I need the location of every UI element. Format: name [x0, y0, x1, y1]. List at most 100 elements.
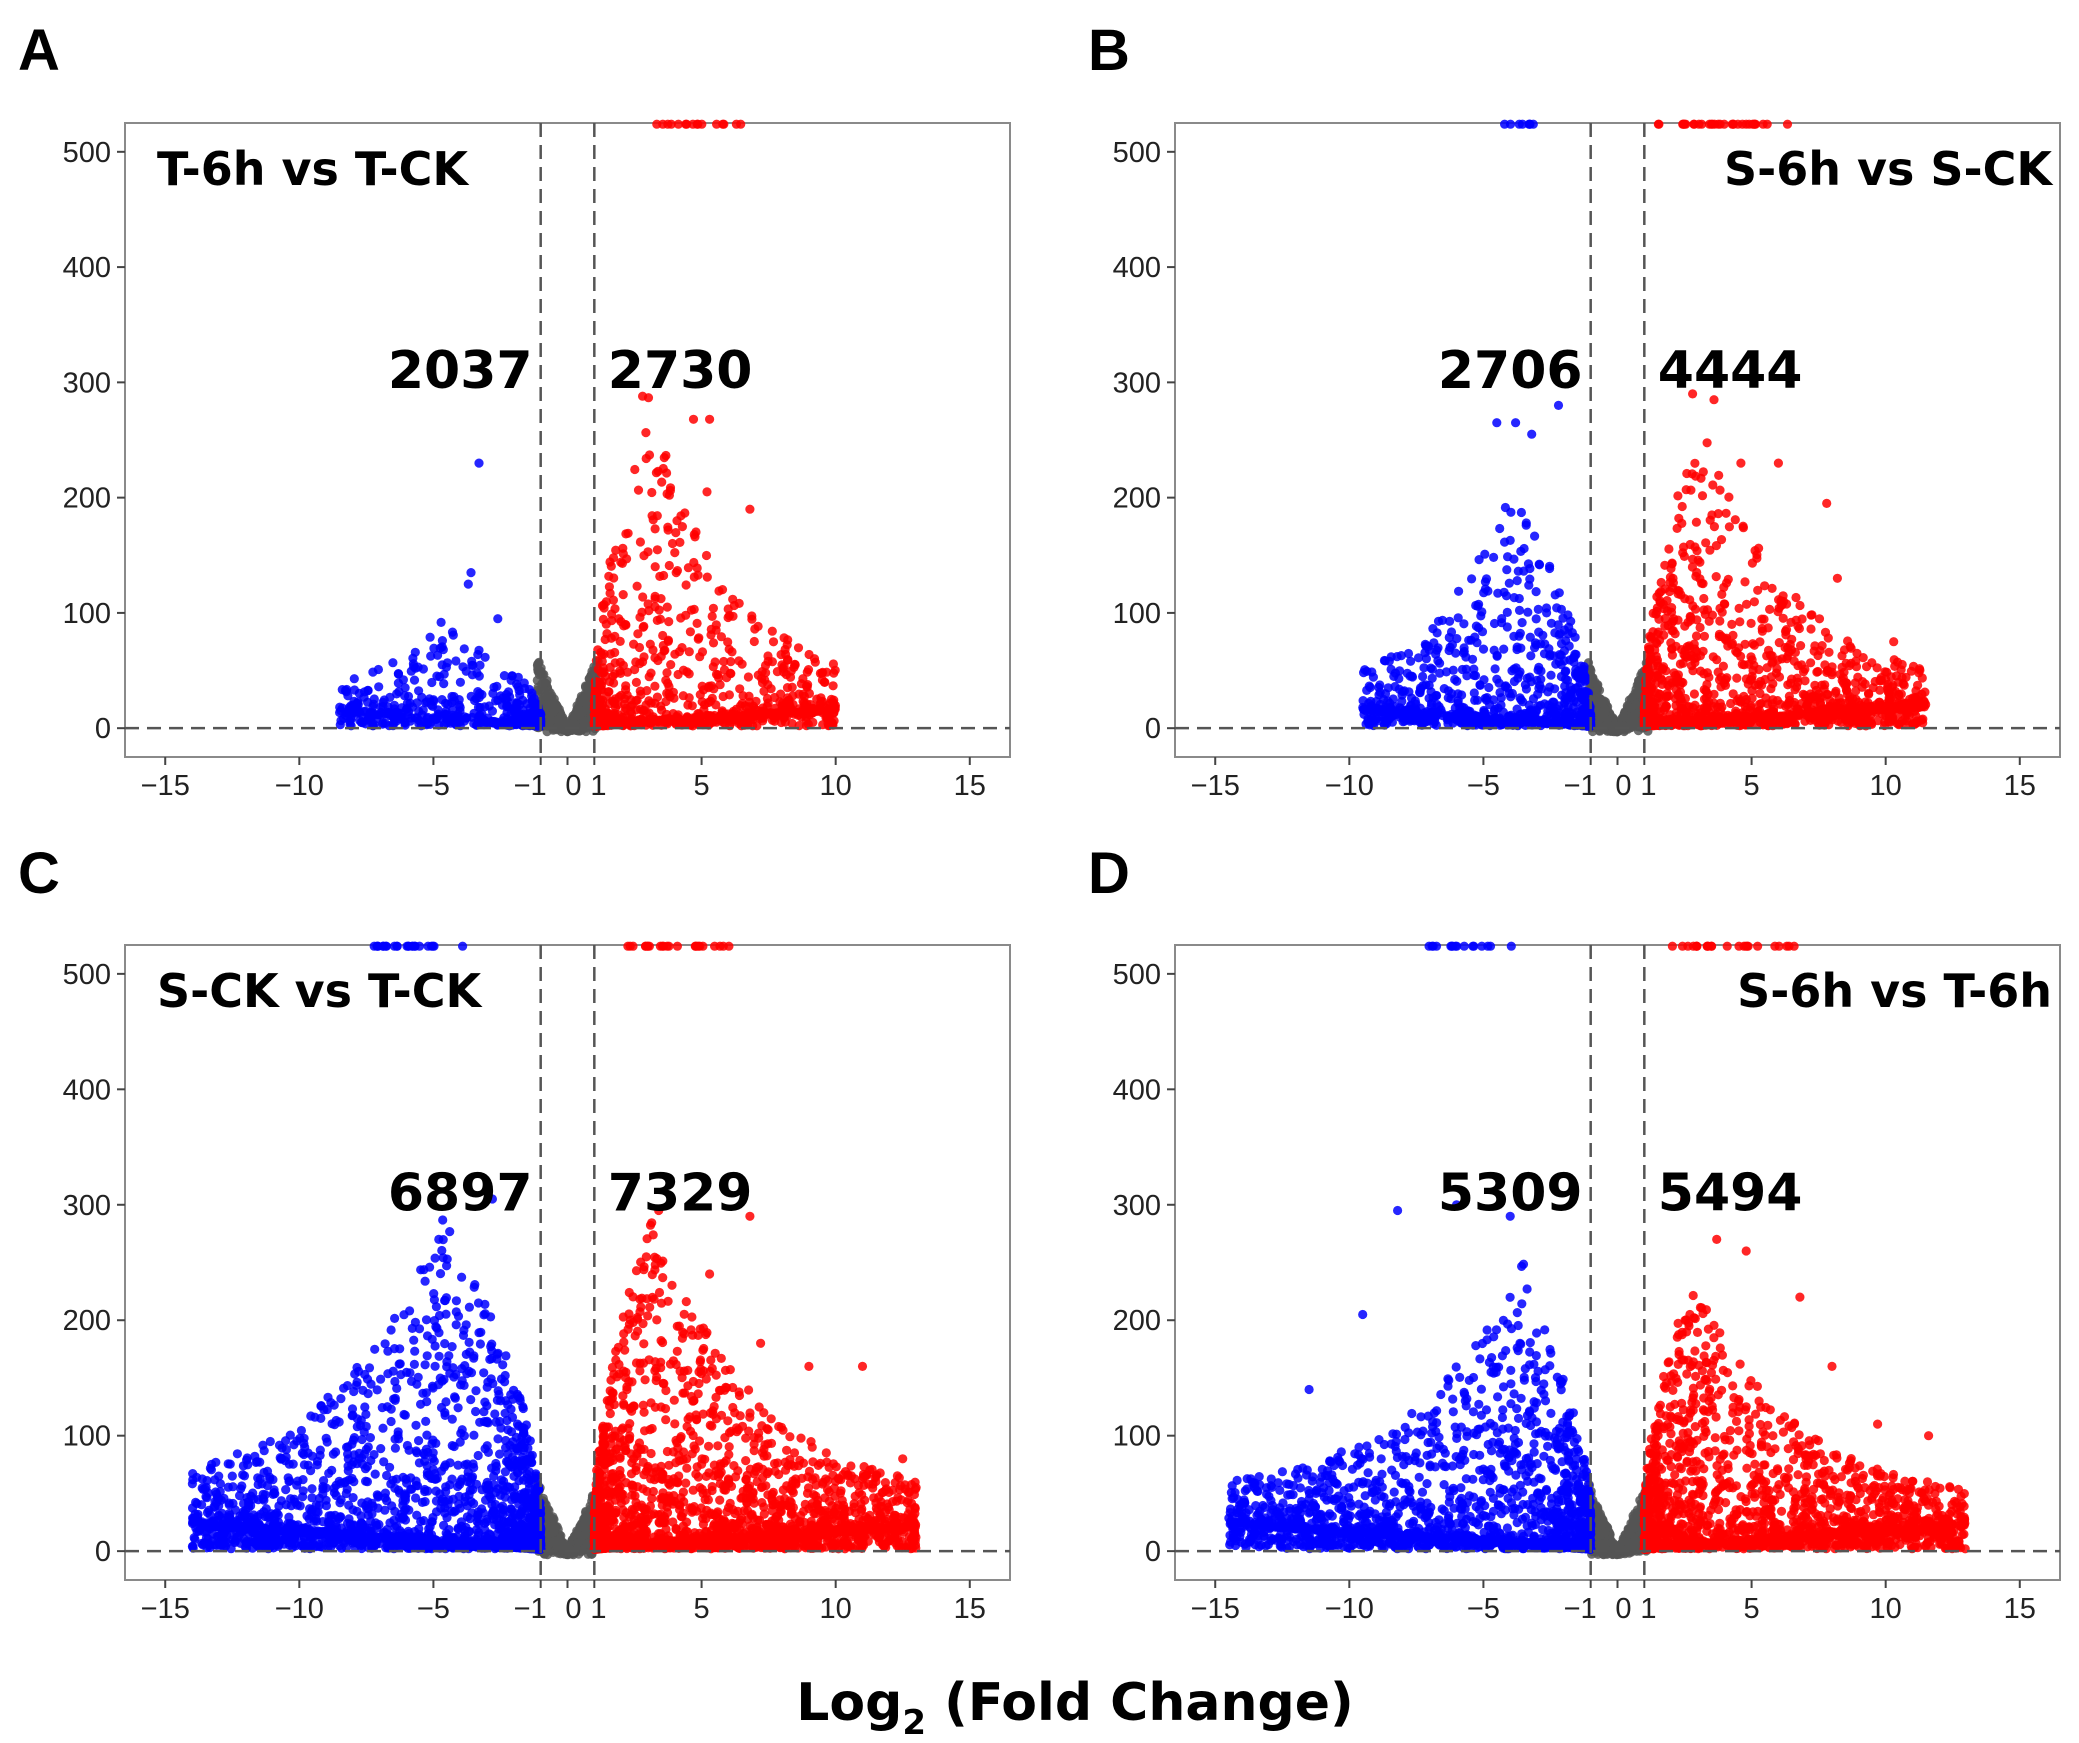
up-regulated-point [1774, 672, 1785, 682]
down-regulated-point [346, 712, 356, 723]
down-regulated-point [1477, 627, 1488, 637]
up-regulated-point [1908, 661, 1919, 672]
down-regulated-point [1421, 654, 1431, 664]
down-regulated-point [1558, 613, 1568, 623]
down-regulated-point [1406, 656, 1416, 666]
up-regulated-point [1898, 679, 1908, 689]
up-regulated-point [610, 647, 620, 658]
down-regulated-point [447, 691, 457, 702]
up-regulated-point [653, 466, 663, 476]
up-regulated-point [634, 642, 645, 653]
down-regulated-point [1382, 719, 1392, 729]
up-regulated-point [1877, 709, 1887, 719]
down-regulated-point [1414, 653, 1424, 663]
up-regulated-point [1856, 709, 1866, 719]
up-regulated-point [654, 605, 664, 615]
down-regulated-point [1423, 641, 1434, 652]
up-regulated-point [1667, 603, 1677, 613]
up-regulated-point [621, 685, 631, 695]
up-regulated-point [1798, 667, 1809, 677]
down-regulated-point [1365, 682, 1375, 693]
up-regulated-point-outlier [1832, 573, 1842, 583]
up-regulated-point [783, 635, 793, 645]
up-regulated-point [1667, 559, 1677, 569]
up-regulated-point [671, 528, 681, 538]
down-regulated-point [418, 705, 428, 715]
down-regulated-point [1404, 710, 1415, 720]
up-regulated-point-outlier [1773, 458, 1783, 468]
up-regulated-point [708, 638, 719, 648]
down-regulated-point [1447, 640, 1457, 650]
down-regulated-point [507, 671, 517, 681]
up-regulated-point [1717, 589, 1727, 600]
up-regulated-point [1685, 595, 1695, 605]
up-regulated-point [638, 592, 648, 602]
down-regulated-point [433, 650, 443, 660]
down-regulated-point [1484, 682, 1494, 693]
down-regulated-point [1521, 520, 1531, 530]
up-regulated-point [1645, 667, 1655, 678]
down-regulated-point [1419, 663, 1429, 673]
up-regulated-point [1718, 661, 1728, 671]
down-regulated-point [439, 679, 449, 689]
down-regulated-point [1517, 718, 1527, 728]
up-regulated-point [694, 633, 704, 643]
down-regulated-point-outlier [1492, 418, 1502, 428]
down-regulated-point [1469, 688, 1479, 698]
up-regulated-point [763, 680, 773, 690]
up-regulated-point [1682, 652, 1692, 663]
x-tick-label: 1 [590, 1593, 606, 1625]
up-regulated-point [1713, 702, 1723, 712]
up-regulated-point [1691, 571, 1701, 581]
down-regulated-point [1442, 715, 1452, 725]
up-regulated-point [666, 660, 676, 670]
up-regulated-point [631, 677, 642, 688]
down-regulated-point [1534, 627, 1544, 637]
up-regulated-point [664, 560, 674, 571]
up-regulated-point-outlier [1736, 458, 1746, 468]
up-regulated-point [1765, 650, 1776, 660]
up-regulated-point [1691, 631, 1702, 641]
up-regulated-point [1702, 438, 1712, 448]
up-regulated-point [618, 549, 628, 559]
up-regulated-point [1813, 666, 1823, 677]
y-tick-label: 0 [1145, 713, 1161, 745]
up-regulated-point [618, 660, 629, 671]
down-regulated-point [499, 671, 509, 681]
up-regulated-point [1795, 600, 1805, 611]
up-regulated-point [734, 656, 744, 666]
down-regulated-point [1512, 642, 1522, 652]
down-regulated-point-outlier [1553, 400, 1564, 410]
up-regulated-point [782, 683, 793, 693]
up-regulated-point [1800, 690, 1810, 700]
down-regulated-point-outlier [463, 579, 473, 589]
up-regulated-point [622, 667, 633, 677]
up-regulated-point [689, 604, 699, 615]
down-regulated-point [439, 669, 449, 679]
ns-point [577, 708, 587, 718]
up-regulated-point [800, 704, 810, 714]
up-regulated-point [633, 629, 643, 639]
up-regulated-point [635, 612, 645, 622]
up-regulated-point [1657, 695, 1667, 705]
ns-point [536, 685, 546, 695]
down-regulated-point [1550, 684, 1560, 694]
down-regulated-point [487, 717, 497, 727]
up-regulated-point [1659, 705, 1669, 715]
down-regulated-point [521, 719, 531, 729]
up-regulated-point [623, 528, 633, 538]
down-regulated-point [1394, 684, 1404, 694]
up-regulated-point [761, 668, 771, 678]
down-regulated-point [1578, 692, 1588, 702]
up-regulated-point [1655, 635, 1665, 645]
up-regulated-point [1759, 614, 1769, 624]
down-regulated-point [1407, 672, 1418, 682]
ns-point [1593, 699, 1603, 709]
down-regulated-point [1546, 670, 1556, 680]
up-regulated-point [1841, 658, 1851, 668]
down-regulated-point [1437, 615, 1448, 626]
down-regulated-point [1451, 648, 1461, 658]
up-regulated-point [604, 571, 614, 581]
up-regulated-point [682, 712, 692, 722]
up-regulated-point [675, 537, 685, 548]
